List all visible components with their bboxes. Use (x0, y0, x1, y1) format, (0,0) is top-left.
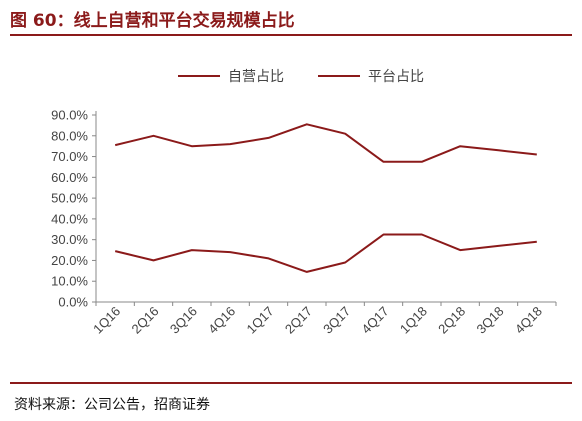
x-tick-label: 3Q16 (167, 304, 200, 337)
y-tick-label: 40.0% (51, 211, 88, 226)
series-line-2 (114, 233, 537, 273)
line-chart: 0.0% 10.0% 20.0% 30.0% 40.0% 50.0% 60.0% 70.0% 8… (51, 69, 557, 337)
series-line-1 (114, 123, 537, 163)
y-tick-label: 30.0% (51, 232, 88, 247)
x-tick-label: 4Q16 (205, 304, 238, 337)
legend-label-2: 平台占比 (368, 69, 424, 85)
y-tick-label: 90.0% (51, 108, 88, 123)
x-tick-label: 1Q17 (244, 304, 277, 337)
x-tick-label: 3Q17 (320, 304, 353, 337)
x-tick-label: 4Q17 (359, 304, 392, 337)
x-tick-label: 4Q18 (512, 304, 545, 337)
y-tick-label: 50.0% (51, 191, 88, 206)
x-tick-label: 2Q17 (282, 304, 315, 337)
x-tick-label: 2Q16 (129, 304, 162, 337)
y-tick-label: 80.0% (51, 128, 88, 143)
x-tick-label: 2Q18 (435, 304, 468, 337)
y-tick-label: 70.0% (51, 149, 88, 164)
y-tick-label: 10.0% (51, 274, 88, 289)
title-rule (10, 34, 572, 36)
source-rule (10, 382, 572, 384)
y-tick-label: 0.0% (58, 295, 88, 310)
y-tick-label: 60.0% (51, 170, 88, 185)
figure-title: 图 60：线上自营和平台交易规模占比 (10, 11, 295, 31)
source-note: 资料来源：公司公告，招商证券 (14, 397, 210, 413)
y-tick-label: 20.0% (51, 253, 88, 268)
x-tick-label: 1Q16 (90, 304, 123, 337)
legend-label-1: 自营占比 (228, 69, 284, 85)
x-tick-label: 3Q18 (474, 304, 507, 337)
x-tick-label: 1Q18 (397, 304, 430, 337)
